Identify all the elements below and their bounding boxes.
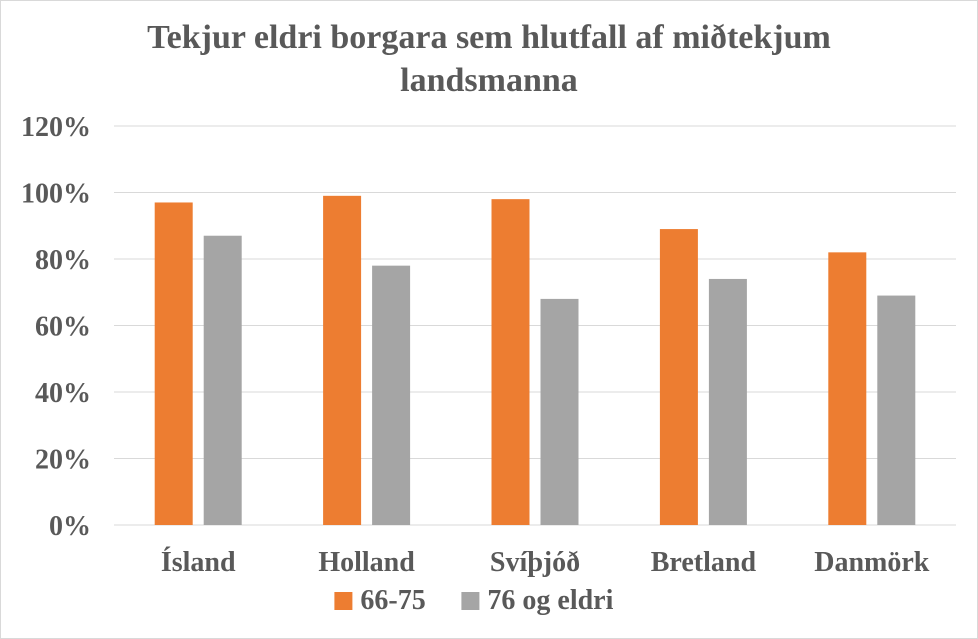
x-category-label: Bretland	[651, 547, 757, 578]
bar-66-75	[323, 195, 362, 525]
y-tick-label: 0%	[49, 511, 91, 542]
chart-title-line-1: Tekjur eldri borgara sem hlutfall af mið…	[147, 19, 831, 56]
bar-76-og-eldri	[708, 278, 747, 525]
bar-76-og-eldri	[372, 265, 411, 525]
bar-66-75	[491, 199, 530, 525]
bars	[154, 195, 916, 525]
bar-76-og-eldri	[877, 295, 916, 525]
legend-swatch	[334, 592, 353, 610]
x-category-label: Danmörk	[814, 547, 930, 578]
y-tick-label: 80%	[35, 245, 91, 276]
bar-76-og-eldri	[540, 298, 579, 525]
x-category-label: Ísland	[161, 547, 236, 578]
bar-66-75	[659, 229, 698, 525]
legend-label: 76 og eldri	[487, 585, 613, 616]
x-category-label: Svíþjóð	[490, 547, 580, 578]
y-axis-ticks: 0% 20% 40% 60% 80% 100% 120%	[21, 112, 91, 542]
y-tick-label: 20%	[35, 445, 91, 476]
y-tick-label: 60%	[35, 312, 91, 343]
y-tick-label: 120%	[21, 112, 91, 143]
gridlines	[114, 125, 956, 526]
legend-swatch	[461, 592, 480, 610]
legend-label: 66-75	[360, 585, 425, 616]
legend: 66-75 76 og eldri	[334, 585, 614, 616]
bar-66-75	[154, 202, 193, 525]
x-axis-categories: Ísland Holland Svíþjóð Bretland Danmörk	[161, 547, 930, 578]
chart-title-line-2: landsmanna	[400, 62, 578, 99]
y-tick-label: 100%	[21, 179, 91, 210]
bar-66-75	[828, 252, 867, 525]
bar-76-og-eldri	[203, 235, 242, 525]
x-category-label: Holland	[318, 547, 415, 578]
y-tick-label: 40%	[35, 378, 91, 409]
